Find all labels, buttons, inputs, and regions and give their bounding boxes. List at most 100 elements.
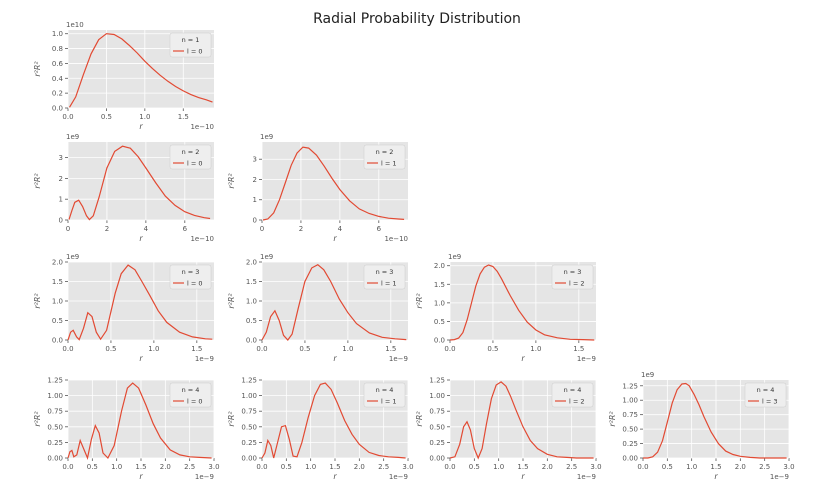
x-offset-text: 1e−9 [389, 473, 408, 481]
x-offset-text: 1e−9 [195, 473, 214, 481]
x-offset-text: 1e−10 [384, 235, 408, 243]
y-tick-label: 0.75 [429, 408, 445, 416]
x-axis-label: r [139, 234, 143, 243]
y-tick-label: 0.00 [622, 455, 638, 463]
x-tick-label: 3.0 [783, 463, 794, 471]
y-tick-label: 0.5 [52, 317, 63, 325]
x-tick-label: 2.5 [759, 463, 770, 471]
y-tick-label: 2.0 [246, 259, 257, 267]
subplot-n3-l2: 0.0 0.5 1.0 1.5 0.0 0.5 1.0 1.5 2.0 n = 3 l = 2 r r²… [415, 253, 596, 363]
y-tick-label: 0.0 [52, 337, 63, 345]
y-tick-label: 2.0 [434, 262, 445, 270]
x-tick-label: 0.5 [662, 463, 673, 471]
y-tick-label: 0.50 [429, 423, 445, 431]
x-tick-label: 2 [299, 225, 303, 233]
subplot-n3-l0: 0.0 0.5 1.0 1.5 0.0 0.5 1.0 1.5 2.0 n = 3 l = 0 r r²… [33, 253, 214, 363]
y-tick-label: 1.00 [622, 397, 638, 405]
subplot-n4-l2: 0.0 0.5 1.0 1.5 2.0 2.5 3.0 0.00 0.25 0.50 0.75 1.0… [415, 377, 602, 482]
x-tick-label: 0.5 [87, 463, 98, 471]
x-tick-label: 1.5 [710, 463, 721, 471]
y-offset-text: 1e9 [66, 253, 79, 261]
legend-title: n = 2 [182, 148, 200, 156]
x-tick-label: 0.0 [444, 463, 455, 471]
x-tick-label: 3.0 [208, 463, 219, 471]
x-offset-text: 1e−9 [577, 473, 596, 481]
x-tick-label: 1.5 [573, 345, 584, 353]
y-axis-label: r²R² [415, 293, 424, 309]
series-line [262, 146, 405, 221]
subplot-n2-l0: 0 2 4 6 0 1 2 3 n = 2 l = 0 r r²R² 1e−10 1e9 [33, 133, 214, 243]
x-tick-label: 0 [66, 225, 70, 233]
x-tick-label: 0.5 [299, 345, 310, 353]
x-offset-text: 1e−9 [770, 473, 789, 481]
series-line [449, 264, 595, 341]
subplot-n4-l3: 0.0 0.5 1.0 1.5 2.0 2.5 3.0 0.00 0.25 0.50 0.75 1.0… [608, 371, 795, 481]
x-tick-label: 0.5 [469, 463, 480, 471]
legend-title: n = 4 [564, 386, 582, 394]
legend-label: l = 2 [569, 398, 585, 406]
x-axis-label: r [139, 354, 143, 363]
x-offset-text: 1e−9 [195, 355, 214, 363]
x-tick-label: 0.0 [256, 463, 267, 471]
y-tick-label: 0.00 [429, 455, 445, 463]
x-offset-text: 1e−10 [190, 123, 214, 131]
y-tick-label: 1.0 [434, 299, 445, 307]
subplot-n2-l1: 0 2 4 6 0 1 2 3 n = 2 l = 1 r r²R² 1e−10 1e9 [227, 133, 408, 243]
legend-label: l = 3 [762, 398, 778, 406]
x-tick-label: 1.5 [191, 345, 202, 353]
legend-label: l = 0 [187, 160, 203, 168]
y-tick-label: 0.50 [241, 423, 257, 431]
y-tick-label: 1.25 [622, 382, 638, 390]
legend-title: n = 4 [376, 386, 394, 394]
x-tick-label: 6 [377, 225, 382, 233]
y-tick-label: 0.75 [241, 408, 257, 416]
legend-title: n = 4 [757, 386, 775, 394]
x-tick-label: 4 [144, 225, 149, 233]
y-tick-label: 1.0 [52, 298, 63, 306]
series-line [68, 145, 211, 221]
x-tick-label: 6 [183, 225, 188, 233]
series-line [449, 381, 594, 460]
x-tick-label: 0.0 [62, 345, 73, 353]
x-tick-label: 2.5 [184, 463, 195, 471]
y-tick-label: 1.0 [52, 30, 63, 38]
x-axis-label: r [521, 354, 525, 363]
y-axis-label: r²R² [33, 293, 42, 309]
x-tick-label: 1.0 [148, 345, 159, 353]
y-tick-label: 0.75 [47, 408, 63, 416]
x-offset-text: 1e−9 [577, 355, 596, 363]
x-tick-label: 0.0 [62, 463, 73, 471]
x-tick-label: 2.5 [566, 463, 577, 471]
x-tick-label: 1.0 [305, 463, 316, 471]
subplot-n4-l1: 0.0 0.5 1.0 1.5 2.0 2.5 3.0 0.00 0.25 0.50 0.75 1.0… [227, 377, 414, 482]
y-tick-label: 0.0 [434, 337, 445, 345]
subplot-n1-l0: 0.0 0.5 1.0 1.5 0.0 0.2 0.4 0.6 0.8 1.0 n = 1 l = 0… [33, 21, 214, 131]
x-tick-label: 1.5 [178, 113, 189, 121]
legend-label: l = 0 [187, 280, 203, 288]
x-tick-label: 1.0 [493, 463, 504, 471]
y-tick-label: 2.0 [52, 259, 63, 267]
y-tick-label: 3 [253, 156, 257, 164]
y-offset-text: 1e9 [66, 133, 79, 141]
y-axis-label: r²R² [227, 411, 236, 427]
y-offset-text: 1e9 [448, 253, 461, 261]
x-tick-label: 1.5 [135, 463, 146, 471]
x-tick-label: 1.0 [530, 345, 541, 353]
y-offset-text: 1e9 [260, 253, 273, 261]
y-tick-label: 1.0 [246, 298, 257, 306]
legend-title: n = 3 [376, 268, 394, 276]
y-tick-label: 0 [253, 217, 257, 225]
x-axis-label: r [139, 472, 143, 481]
x-axis-label: r [139, 122, 143, 131]
x-tick-label: 1.0 [139, 113, 150, 121]
y-axis-label: r²R² [227, 173, 236, 189]
x-tick-label: 0.0 [637, 463, 648, 471]
legend-label: l = 2 [569, 280, 585, 288]
x-tick-label: 2.5 [378, 463, 389, 471]
x-axis-label: r [333, 354, 337, 363]
y-tick-label: 0.00 [241, 455, 257, 463]
x-offset-text: 1e−10 [190, 235, 214, 243]
legend-label: l = 1 [381, 398, 397, 406]
x-tick-label: 1.5 [517, 463, 528, 471]
y-tick-label: 0.8 [52, 45, 63, 53]
